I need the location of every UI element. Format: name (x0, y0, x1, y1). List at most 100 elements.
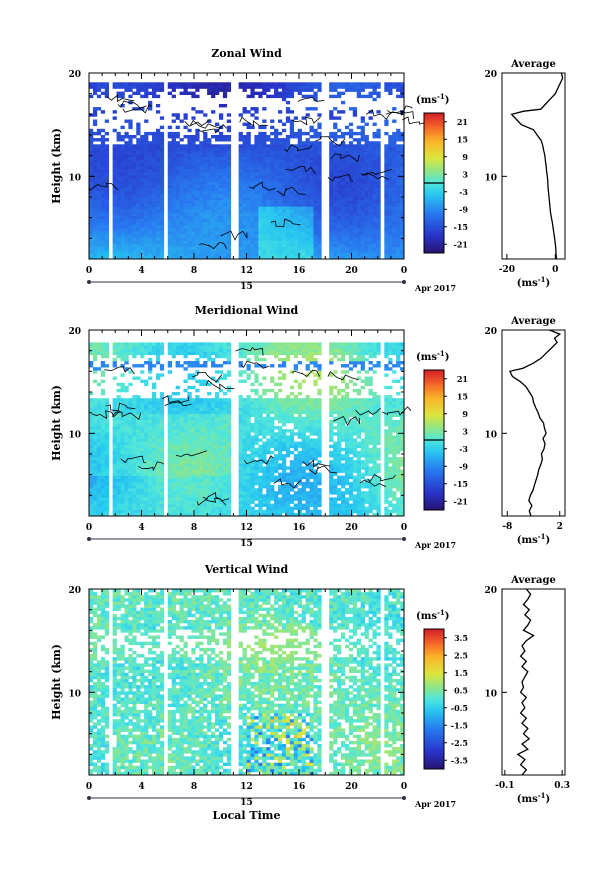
heatmap-cell (199, 224, 204, 229)
heatmap-cell (183, 463, 188, 467)
heatmap-cell (281, 82, 287, 86)
heatmap-cell (376, 156, 381, 161)
heatmap-cell (100, 491, 106, 495)
heatmap-cell (262, 206, 267, 210)
heatmap-cell (136, 228, 141, 232)
heatmap-cell (356, 150, 361, 154)
heatmap-cell (376, 175, 381, 179)
heatmap-cell (136, 503, 141, 507)
heatmap-cell (132, 252, 137, 257)
heatmap-cell (372, 215, 377, 219)
heatmap-cell (309, 135, 314, 139)
heatmap-cell (207, 240, 212, 244)
heatmap-cell (309, 82, 314, 86)
heatmap-cell (262, 162, 267, 167)
heatmap-cell (238, 190, 243, 195)
heatmap-cell (246, 190, 251, 195)
heatmap-cell (356, 85, 361, 89)
heatmap-cell (120, 228, 125, 232)
heatmap-cell (167, 159, 172, 164)
heatmap-cell (155, 206, 161, 210)
heatmap-cell (215, 175, 220, 179)
heatmap-cell (96, 506, 102, 511)
heatmap-cell (333, 209, 338, 213)
heatmap-cell (175, 472, 180, 476)
colorbar-segment (424, 250, 444, 254)
heatmap-cell (344, 246, 350, 250)
heatmap-cell (309, 169, 314, 173)
heatmap-cell (218, 509, 224, 514)
heatmap-cell (195, 460, 200, 464)
heatmap-cell (199, 469, 204, 473)
heatmap-cell (203, 159, 208, 164)
heatmap-cell (124, 419, 129, 424)
heatmap-cell (155, 190, 161, 195)
heatmap-cell (246, 209, 251, 213)
heatmap-cell (120, 382, 125, 387)
heatmap-cell (128, 249, 133, 254)
heatmap-cell (218, 472, 224, 476)
heatmap-cell (96, 224, 102, 229)
heatmap-cell (211, 429, 216, 433)
heatmap-cell (313, 159, 318, 164)
heatmap-cell (258, 162, 263, 167)
heatmap-cell (128, 206, 133, 210)
heatmap-cell (207, 162, 212, 167)
heatmap-cell (171, 351, 176, 356)
heatmap-cell (152, 187, 157, 192)
heatmap-cell (317, 228, 322, 232)
heatmap-cell (124, 512, 129, 517)
heatmap-cell (376, 206, 381, 210)
heatmap-cell (352, 153, 358, 157)
heatmap-cell (207, 206, 212, 210)
heatmap-cell (218, 255, 224, 260)
heatmap-cell (89, 491, 94, 495)
heatmap-cell (89, 364, 94, 368)
heatmap-cell (92, 246, 98, 250)
colorbar-segment (424, 113, 444, 116)
heatmap-cell (396, 255, 401, 260)
heatmap-cell (140, 212, 145, 216)
heatmap-cell (376, 231, 381, 235)
heatmap-cell (155, 156, 161, 161)
heatmap-cell (218, 475, 224, 480)
heatmap-cell (104, 351, 109, 356)
heatmap-cell (100, 215, 106, 219)
heatmap-cell (396, 156, 401, 161)
heatmap-cell (305, 166, 310, 170)
heatmap-cell (179, 252, 184, 257)
heatmap-cell (120, 240, 125, 244)
heatmap-cell (341, 243, 346, 247)
heatmap-cell (112, 187, 117, 192)
heatmap-cell (360, 181, 365, 185)
heatmap-cell (167, 423, 172, 427)
heatmap-cell (313, 169, 318, 173)
heatmap-cell (356, 221, 361, 226)
heatmap-cell (309, 234, 314, 238)
heatmap-cell (112, 454, 117, 458)
heatmap-cell (92, 512, 98, 517)
heatmap-cell (218, 181, 224, 185)
heatmap-cell (144, 491, 149, 495)
heatmap-cell (155, 404, 161, 408)
heatmap-cell (218, 419, 224, 424)
colorbar-segment (424, 204, 444, 207)
heatmap-cell (140, 252, 145, 257)
heatmap-cell (215, 85, 220, 89)
heatmap-cell (211, 364, 216, 368)
heatmap-cell (191, 466, 196, 470)
heatmap-cell (128, 435, 133, 439)
heatmap-cell (171, 509, 176, 514)
heatmap-cell (183, 246, 188, 250)
heatmap-cell (183, 457, 188, 461)
heatmap-cell (207, 423, 212, 427)
heatmap-cell (333, 181, 338, 185)
heatmap-cell (183, 234, 188, 238)
heatmap-cell (392, 135, 397, 139)
heatmap-cell (179, 197, 184, 201)
heatmap-cell (152, 131, 157, 136)
heatmap-cell (120, 441, 125, 445)
heatmap-cell (171, 212, 176, 216)
heatmap-cell (301, 82, 306, 86)
